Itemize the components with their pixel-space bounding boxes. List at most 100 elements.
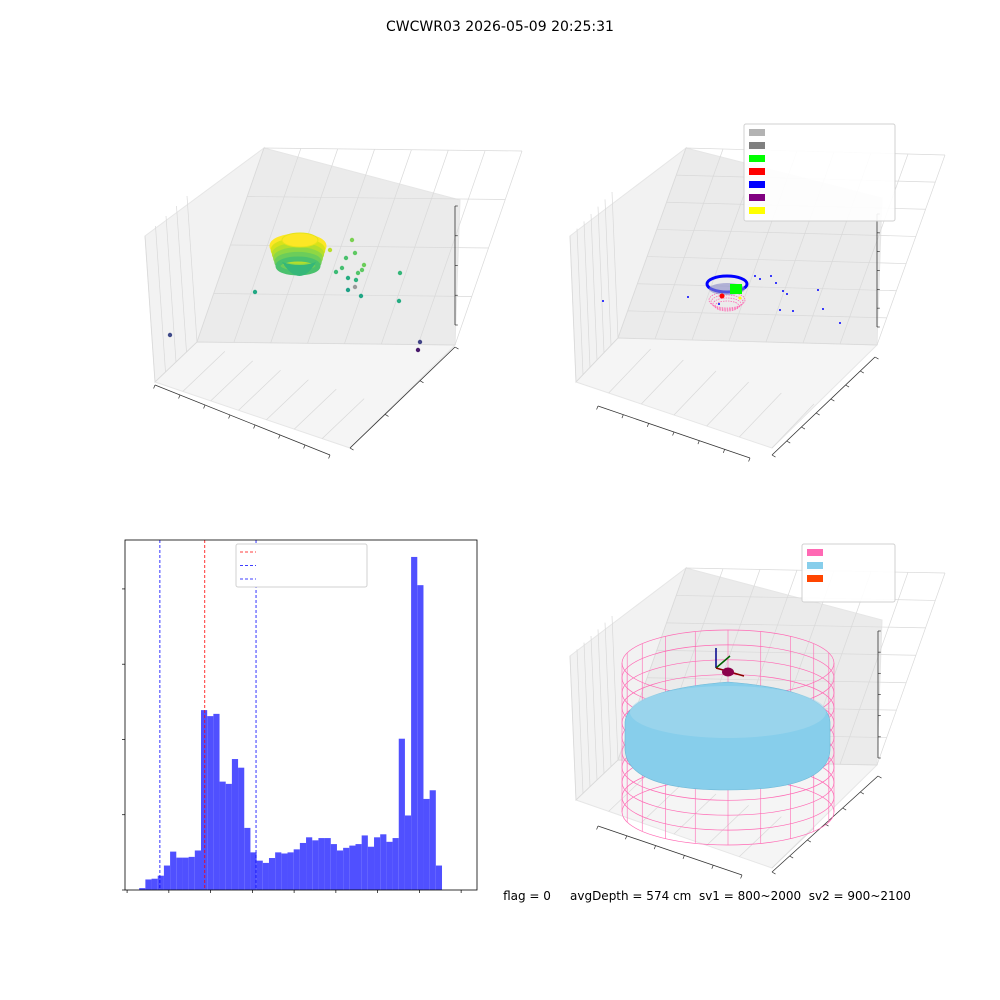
histogram-bar [429,790,436,890]
data-point [333,269,339,275]
histogram-bar [367,846,375,890]
legend-swatch [807,575,823,582]
tick-mark [877,775,882,779]
histogram-bar [330,844,337,890]
grid-line [210,360,253,402]
histogram-bar [349,845,356,890]
grid-line [154,341,198,383]
noise-point [839,322,841,324]
tick-mark [303,444,306,449]
grid-line [617,147,687,339]
tick-mark [682,855,685,860]
tick-mark [653,845,656,850]
legend-swatch [749,155,765,162]
histogram-bar [244,827,251,890]
grid-line [569,235,577,383]
interpolated-ring [712,297,742,311]
grid-line [165,215,177,363]
histogram-bar [262,862,269,890]
histogram-bar [306,837,313,890]
grid-line [647,256,907,264]
grid-line [247,196,506,200]
tick-mark [672,431,675,436]
tick-mark [153,384,156,389]
legend-swatch [749,207,765,214]
tick-mark [384,414,389,417]
tick-mark [621,414,624,419]
histogram-bar [256,860,263,890]
histogram-bar [361,835,368,890]
grid-line [608,771,651,812]
grid-line [583,221,591,368]
histogram-bar [404,815,412,890]
histogram-bar [139,888,146,890]
grid-line [266,379,309,420]
histogram-bar [398,738,405,890]
grid-line [576,649,584,794]
grid-line [617,337,878,346]
data-point [396,298,402,304]
tick-mark [596,405,599,410]
grid-line [294,388,337,430]
axis-line [597,825,743,876]
histogram-bar [417,585,424,890]
rice-surface-patch [730,284,742,294]
noise-point [792,310,794,312]
noise-point [817,289,819,291]
legend-swatch [749,181,765,188]
grid-line [196,341,456,346]
tick-mark [596,825,599,830]
tick-mark [178,394,181,399]
noise-point [782,290,784,292]
grid-line [666,622,926,629]
histogram-bar [151,878,158,890]
grid-line [627,310,887,319]
histogram-bar [374,837,381,890]
histogram-bar [194,850,201,890]
tick-mark [807,839,812,843]
histogram-bar [318,838,325,890]
tick-mark [722,449,725,453]
grid-line [321,398,365,439]
data-point [353,277,359,283]
tick-mark [419,380,424,384]
center-axis-y [715,655,731,669]
tick-mark [771,454,776,458]
data-point [327,247,333,253]
axis-line [154,384,331,456]
noise-point [754,275,756,277]
grid-line [575,337,619,383]
tick-mark [697,440,700,445]
grid-line [590,213,598,361]
legend-swatch [807,549,823,556]
tick-mark [789,855,794,859]
histogram-bar [219,781,226,890]
data-point [339,265,345,271]
tick-mark [824,823,829,827]
plot-frame [124,539,478,891]
histogram-bar [293,849,300,890]
legend-box [235,543,368,588]
grid-line [673,370,717,416]
histogram-bar [392,838,399,890]
data-point [415,347,421,353]
grid-line [575,759,619,801]
legend-box [801,543,896,603]
auger-marker [722,667,734,677]
grid-line [590,635,598,781]
axis-line [771,356,876,456]
histogram-bar [207,716,214,890]
grid-line [656,649,916,656]
noise-point [770,275,772,277]
data-point [352,284,358,290]
tick-mark [874,356,879,360]
obstacle-point [719,293,725,299]
grid-line [597,206,605,353]
tick-mark [349,447,354,451]
tick-mark [860,370,864,374]
histogram-bar [213,713,220,890]
histogram-bar [170,851,177,890]
histogram-bar [343,847,350,890]
floor-pane [575,337,879,449]
grid-line [182,351,226,392]
